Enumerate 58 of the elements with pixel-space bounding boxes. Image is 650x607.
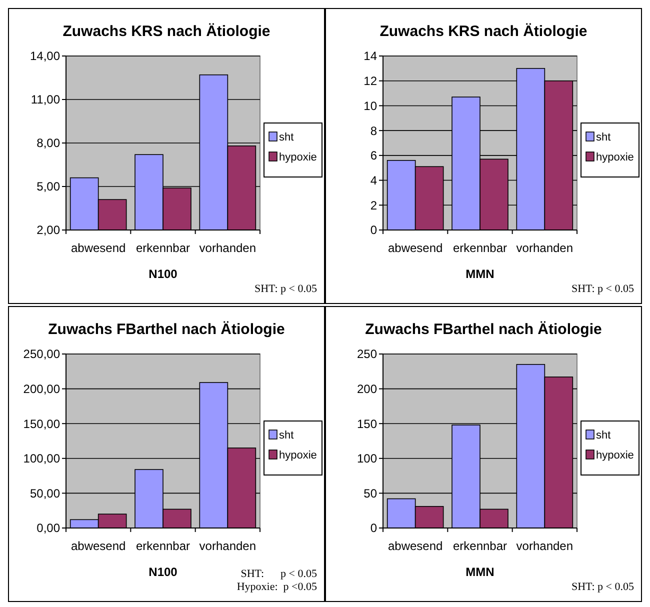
text: SHT: p < 0.05	[254, 283, 318, 295]
y-tick-label: 50,00	[30, 486, 60, 500]
y-tick-label: 10	[364, 98, 378, 113]
chart-title: Zuwachs KRS nach Ätiologie	[380, 23, 588, 40]
x-tick-label: erkennbar	[136, 539, 190, 553]
y-tick-label: 2	[370, 198, 378, 212]
y-tick-label: 0,00	[36, 521, 60, 536]
x-axis-title: N100	[148, 565, 178, 579]
x-tick-label: erkennbar	[136, 241, 190, 255]
y-tick-label: 8,00	[36, 136, 60, 150]
y-tick-label: 150	[356, 416, 378, 431]
y-tick-label: 0	[370, 521, 378, 536]
x-tick-label: abwesend	[388, 539, 443, 553]
x-axis-title: MMN	[466, 267, 494, 281]
x-tick-label: abwesend	[388, 241, 443, 255]
chart-title: Zuwachs FBarthel nach Ätiologie	[365, 321, 602, 338]
y-tick-label: 250,00	[23, 347, 60, 362]
chart-title: Zuwachs FBarthel nach Ätiologie	[48, 321, 285, 338]
legend-label: hypoxie	[279, 449, 317, 462]
y-tick-label: 100	[356, 452, 378, 466]
x-tick-label: abwesend	[70, 241, 126, 255]
text: SHT: p < 0.05	[572, 283, 634, 295]
x-axis-title: MMN	[466, 565, 494, 579]
x-tick-label: vorhanden	[516, 241, 574, 255]
x-tick-label: vorhanden	[516, 539, 574, 553]
legend-label: sht	[279, 131, 294, 144]
y-tick-label: 150,00	[23, 416, 60, 431]
text: Hypoxie: p <0.05	[236, 581, 318, 593]
y-tick-label: 50	[364, 486, 378, 500]
y-tick-label: 11,00	[30, 92, 60, 107]
legend-label: hypoxie	[596, 151, 634, 164]
y-tick-label: 14,00	[30, 49, 60, 64]
text: SHT: p < 0.05	[572, 581, 634, 593]
y-tick-label: 14	[364, 49, 378, 64]
text: SHT: p < 0.05	[240, 568, 318, 580]
x-axis-title: N100	[148, 267, 178, 281]
x-tick-label: vorhanden	[199, 539, 256, 553]
x-tick-label: erkennbar	[452, 539, 508, 553]
y-tick-label: 12	[364, 74, 378, 88]
y-tick-label: 6	[370, 148, 378, 163]
x-tick-label: vorhanden	[199, 241, 256, 255]
y-tick-label: 8	[370, 124, 378, 138]
x-tick-label: erkennbar	[452, 241, 508, 255]
chart-title: Zuwachs KRS nach Ätiologie	[62, 23, 270, 40]
legend-label: hypoxie	[596, 449, 634, 462]
legend-label: sht	[596, 131, 611, 144]
legend-label: sht	[596, 429, 611, 442]
y-tick-label: 2,00	[36, 223, 60, 238]
y-tick-label: 4	[370, 173, 378, 188]
legend-label: sht	[279, 429, 294, 442]
y-tick-label: 5,00	[36, 180, 60, 194]
legend-label: hypoxie	[279, 151, 317, 164]
y-tick-label: 0	[370, 223, 378, 238]
y-tick-label: 100,00	[23, 452, 60, 466]
y-tick-label: 200,00	[23, 382, 60, 396]
y-tick-label: 200	[356, 382, 378, 396]
x-tick-label: abwesend	[70, 539, 126, 553]
y-tick-label: 250	[356, 347, 378, 362]
